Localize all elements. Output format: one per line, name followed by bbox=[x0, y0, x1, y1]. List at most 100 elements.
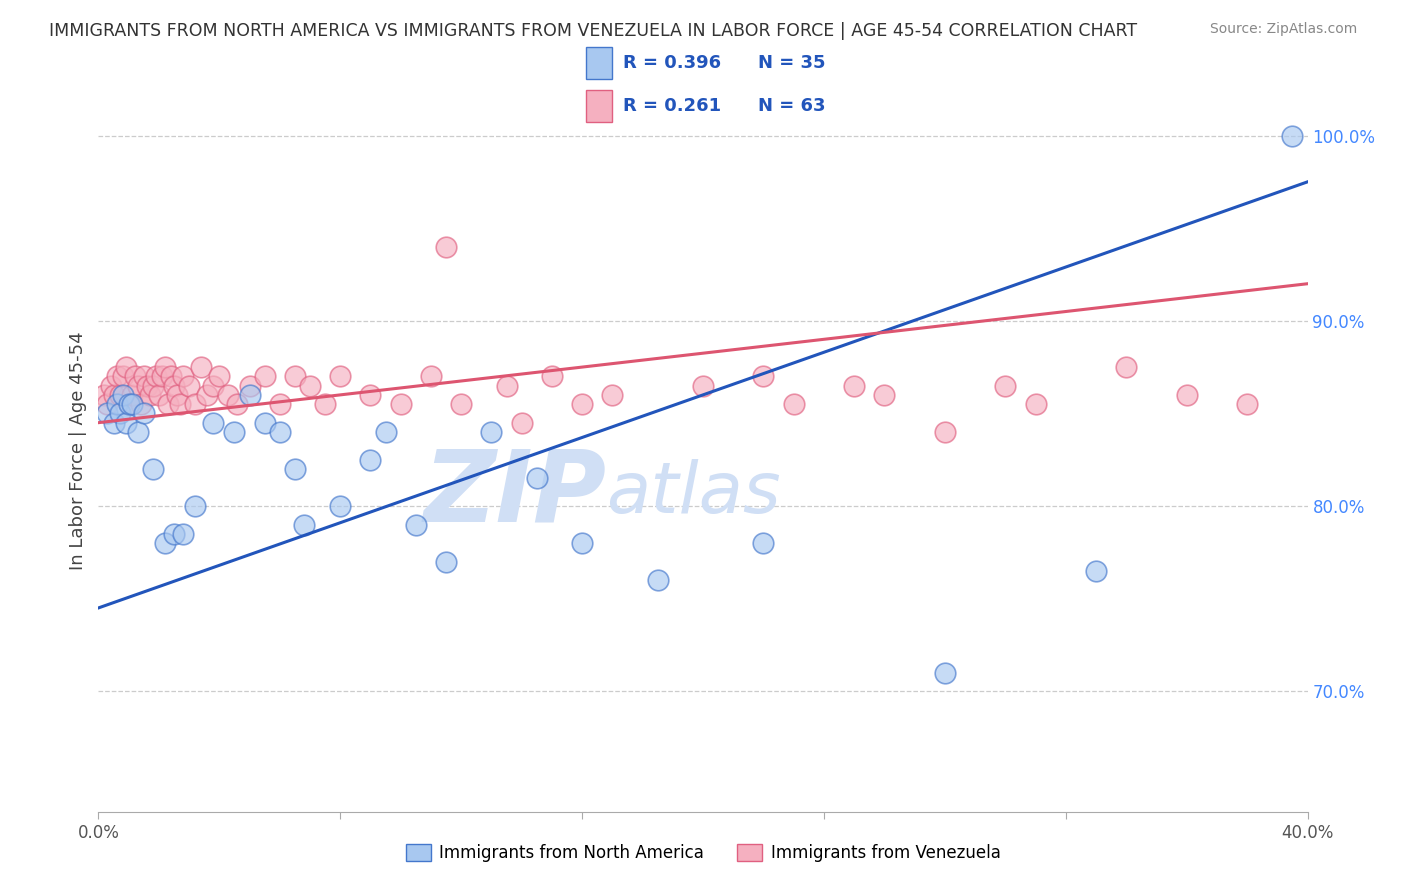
Point bbox=[360, 452, 382, 467]
Point bbox=[510, 416, 533, 430]
Point bbox=[1175, 388, 1198, 402]
Point bbox=[103, 416, 125, 430]
Point bbox=[184, 499, 207, 513]
Point bbox=[217, 388, 239, 402]
Point bbox=[1024, 397, 1046, 411]
Point bbox=[105, 369, 128, 384]
Point bbox=[135, 378, 157, 392]
Point bbox=[163, 378, 186, 392]
Point bbox=[239, 378, 262, 392]
Point bbox=[114, 416, 136, 430]
Point bbox=[1115, 360, 1137, 375]
Point bbox=[153, 360, 176, 375]
Point bbox=[292, 517, 315, 532]
Point bbox=[190, 360, 212, 375]
Point bbox=[96, 406, 118, 420]
Point bbox=[284, 462, 307, 476]
Point bbox=[253, 369, 276, 384]
Point bbox=[495, 378, 517, 392]
Point bbox=[100, 378, 122, 392]
Point bbox=[169, 397, 191, 411]
Point bbox=[142, 378, 165, 392]
Point bbox=[420, 369, 443, 384]
Point bbox=[142, 462, 165, 476]
Text: N = 35: N = 35 bbox=[758, 54, 825, 72]
Text: IMMIGRANTS FROM NORTH AMERICA VS IMMIGRANTS FROM VENEZUELA IN LABOR FORCE | AGE : IMMIGRANTS FROM NORTH AMERICA VS IMMIGRA… bbox=[49, 22, 1137, 40]
Point bbox=[360, 388, 382, 402]
Point bbox=[450, 397, 472, 411]
Point bbox=[121, 397, 143, 411]
Legend: Immigrants from North America, Immigrants from Venezuela: Immigrants from North America, Immigrant… bbox=[399, 837, 1007, 869]
Point bbox=[172, 369, 194, 384]
Point bbox=[526, 471, 548, 485]
Point bbox=[127, 378, 149, 392]
Point bbox=[602, 388, 624, 402]
Point bbox=[329, 499, 352, 513]
Point bbox=[374, 425, 396, 439]
Point bbox=[1236, 397, 1258, 411]
Point bbox=[692, 378, 714, 392]
Text: Source: ZipAtlas.com: Source: ZipAtlas.com bbox=[1209, 22, 1357, 37]
Point bbox=[202, 416, 225, 430]
Point bbox=[163, 526, 186, 541]
Point bbox=[129, 397, 152, 411]
Point bbox=[299, 378, 322, 392]
Point bbox=[389, 397, 412, 411]
Point bbox=[139, 388, 162, 402]
Y-axis label: In Labor Force | Age 45-54: In Labor Force | Age 45-54 bbox=[69, 331, 87, 570]
Point bbox=[873, 388, 896, 402]
Point bbox=[224, 425, 246, 439]
Point bbox=[111, 369, 134, 384]
Point bbox=[269, 397, 291, 411]
Point bbox=[253, 416, 276, 430]
Point bbox=[121, 388, 143, 402]
Point bbox=[226, 397, 249, 411]
Point bbox=[1085, 564, 1108, 578]
Point bbox=[127, 425, 149, 439]
Point bbox=[160, 369, 183, 384]
Point bbox=[153, 536, 176, 550]
Point bbox=[571, 397, 593, 411]
Point bbox=[108, 406, 131, 420]
Point bbox=[124, 369, 146, 384]
Point bbox=[114, 360, 136, 375]
Point bbox=[752, 369, 775, 384]
Point bbox=[752, 536, 775, 550]
Point bbox=[647, 573, 669, 587]
Point bbox=[540, 369, 562, 384]
Point bbox=[172, 526, 194, 541]
Text: N = 63: N = 63 bbox=[758, 97, 825, 115]
Point bbox=[934, 425, 956, 439]
Point bbox=[132, 406, 155, 420]
Point bbox=[118, 397, 141, 411]
Point bbox=[148, 388, 170, 402]
Text: ZIP: ZIP bbox=[423, 445, 606, 542]
Point bbox=[269, 425, 291, 439]
Point bbox=[783, 397, 806, 411]
Point bbox=[934, 665, 956, 680]
Point bbox=[434, 240, 457, 254]
Point bbox=[284, 369, 307, 384]
Point bbox=[994, 378, 1017, 392]
Point bbox=[145, 369, 167, 384]
FancyBboxPatch shape bbox=[586, 90, 612, 122]
Text: atlas: atlas bbox=[606, 459, 780, 528]
Point bbox=[103, 388, 125, 402]
Point bbox=[118, 397, 141, 411]
Point bbox=[195, 388, 218, 402]
Point bbox=[96, 397, 118, 411]
Point bbox=[481, 425, 503, 439]
Point bbox=[208, 369, 231, 384]
Point bbox=[239, 388, 262, 402]
Point bbox=[108, 388, 131, 402]
Point bbox=[314, 397, 336, 411]
Point bbox=[571, 536, 593, 550]
Point bbox=[202, 378, 225, 392]
Point bbox=[405, 517, 427, 532]
Point bbox=[329, 369, 352, 384]
Point bbox=[132, 369, 155, 384]
FancyBboxPatch shape bbox=[586, 47, 612, 79]
Point bbox=[184, 397, 207, 411]
Point bbox=[844, 378, 866, 392]
Point bbox=[166, 388, 188, 402]
